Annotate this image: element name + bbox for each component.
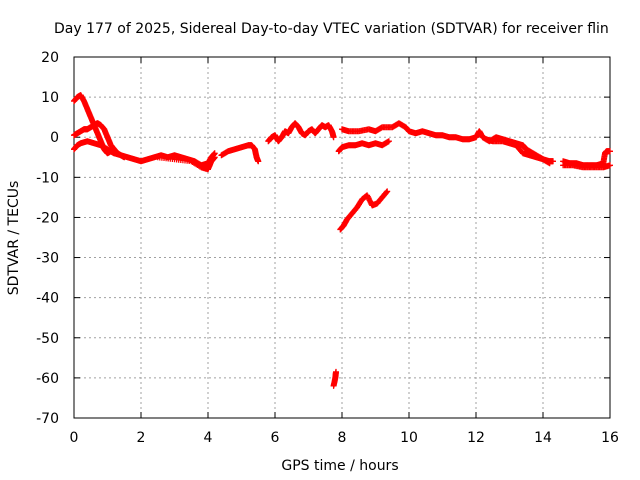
data-point <box>333 368 339 375</box>
grid-lines <box>74 57 610 418</box>
x-tick-label: 12 <box>467 430 485 446</box>
x-tick-label: 0 <box>70 430 79 446</box>
x-tick-label: 6 <box>271 430 280 446</box>
x-tick-label: 14 <box>534 430 552 446</box>
data-point <box>546 160 553 167</box>
data-point <box>211 154 218 161</box>
chart-title: Day 177 of 2025, Sidereal Day-to-day VTE… <box>54 21 609 37</box>
x-tick-label: 10 <box>400 430 418 446</box>
y-axis-ticks: -70 -60 -50 -40 -30 -20 -10 0 10 20 <box>36 50 610 427</box>
data-point <box>255 158 262 165</box>
x-tick-label: 2 <box>137 430 146 446</box>
y-tick-label: -20 <box>36 210 59 226</box>
data-point <box>385 138 392 145</box>
data-point <box>607 162 613 169</box>
y-tick-label: -10 <box>36 170 59 186</box>
y-tick-label: 0 <box>50 130 59 146</box>
data-points <box>71 92 613 389</box>
x-tick-label: 4 <box>204 430 213 446</box>
x-axis-ticks: 0 2 4 6 8 10 12 14 16 <box>70 57 619 446</box>
y-tick-label: 10 <box>41 90 59 106</box>
y-tick-label: -70 <box>36 411 59 427</box>
x-tick-label: 8 <box>338 430 347 446</box>
y-tick-label: -30 <box>36 251 59 267</box>
y-tick-label: -40 <box>36 291 59 307</box>
data-point <box>550 158 556 165</box>
x-tick-label: 16 <box>601 430 619 446</box>
y-tick-label: -60 <box>36 371 59 387</box>
y-tick-label: -50 <box>36 331 59 347</box>
data-point <box>330 134 337 141</box>
y-tick-label: 20 <box>41 50 59 66</box>
data-point <box>607 148 613 155</box>
data-point <box>384 188 391 195</box>
x-axis-label: GPS time / hours <box>281 458 398 474</box>
y-axis-label: SDTVAR / TECUs <box>6 181 22 296</box>
